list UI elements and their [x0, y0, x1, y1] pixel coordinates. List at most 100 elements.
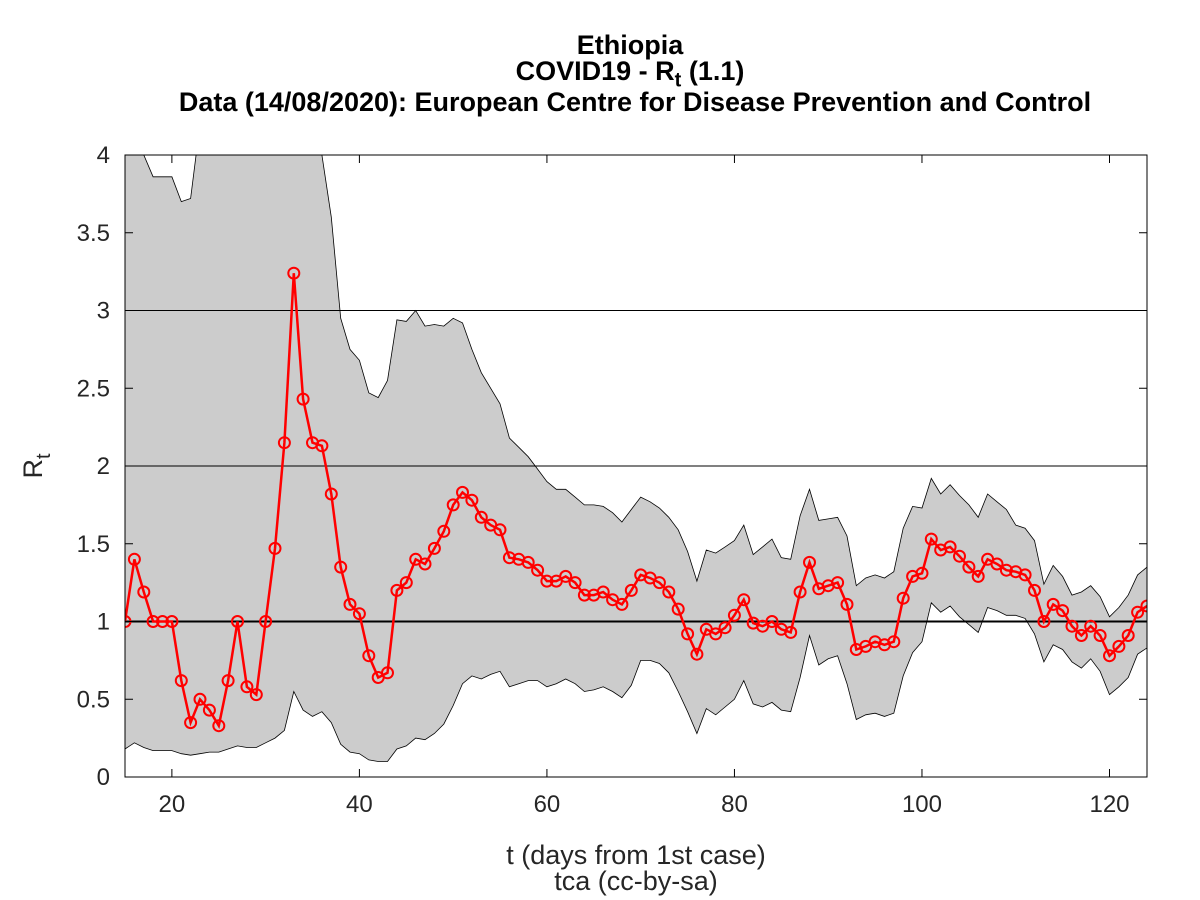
data-point — [793, 585, 807, 599]
chart-title-country: Ethiopia — [576, 30, 684, 60]
data-point — [268, 541, 282, 555]
x-tick-label: 120 — [1089, 791, 1129, 818]
data-point — [568, 576, 582, 590]
chart-title-metric-prefix: COVID19 - R — [515, 56, 675, 86]
data-point — [418, 557, 432, 571]
data-point — [156, 615, 169, 628]
x-axis-label: t (days from 1st case) — [506, 840, 766, 870]
data-point — [137, 585, 151, 599]
data-point — [831, 576, 845, 590]
data-point — [165, 615, 179, 628]
data-point — [502, 551, 516, 565]
data-point — [962, 560, 976, 574]
data-point — [521, 555, 535, 569]
data-point — [493, 523, 507, 537]
data-point — [1084, 619, 1098, 633]
data-point — [840, 597, 854, 611]
data-point — [221, 674, 235, 688]
data-point — [390, 583, 404, 597]
data-point — [765, 615, 779, 628]
data-point — [381, 666, 394, 680]
data-point — [596, 585, 610, 599]
data-point — [924, 532, 938, 546]
data-point — [231, 615, 244, 628]
data-point — [146, 615, 160, 628]
data-point — [362, 649, 376, 663]
data-point — [193, 692, 207, 706]
data-point — [127, 552, 141, 566]
data-point — [615, 597, 629, 611]
data-point — [915, 566, 929, 580]
data-point — [287, 266, 301, 280]
data-point — [1131, 605, 1145, 619]
data-point — [737, 593, 751, 607]
data-point — [1112, 639, 1126, 653]
data-point — [784, 625, 798, 639]
data-point — [277, 436, 291, 450]
y-tick-label: 3 — [97, 298, 110, 325]
y-axis-label: Rt — [18, 453, 55, 479]
data-point — [990, 557, 1004, 571]
data-point — [1103, 649, 1116, 663]
y-tick-label: 3.5 — [77, 220, 110, 247]
y-tick-label: 1.5 — [77, 531, 110, 558]
y-tick-label: 2 — [97, 453, 110, 480]
data-point — [249, 688, 263, 702]
data-point — [690, 647, 704, 661]
x-axis-label-credit: tca (cc-by-sa) — [554, 866, 718, 896]
data-point — [681, 627, 695, 641]
data-point — [174, 674, 188, 688]
data-point — [343, 597, 357, 611]
data-point — [202, 703, 216, 717]
x-tick-label: 40 — [346, 791, 373, 818]
data-point — [1056, 604, 1070, 618]
data-point — [1140, 599, 1147, 613]
y-tick-label: 0 — [97, 764, 110, 791]
data-point — [296, 392, 310, 406]
chart-title-source: Data (14/08/2020): European Centre for D… — [178, 87, 1092, 117]
axis-ticks: 20 40 60 80 100 120 0 0.5 1 1.5 2 2.5 3 3.5 4 — [77, 142, 1147, 818]
data-point — [240, 680, 254, 694]
data-point — [324, 487, 338, 501]
data-point — [999, 563, 1013, 577]
series-line — [125, 273, 1147, 730]
x-tick-label: 100 — [902, 791, 942, 818]
chart-title-metric: COVID19 - Rt (1.1) — [0, 56, 1200, 92]
data-point — [718, 621, 732, 635]
chart-title-metric-sub: t — [674, 69, 682, 92]
data-point — [943, 540, 957, 554]
data-point — [803, 555, 816, 569]
data-point — [446, 498, 460, 512]
data-point — [1074, 629, 1088, 642]
data-point — [1018, 568, 1032, 582]
data-point — [1028, 583, 1041, 597]
y-axis-label-sub: t — [33, 453, 55, 459]
data-point — [184, 716, 198, 730]
data-point — [531, 563, 545, 577]
data-point — [540, 574, 554, 588]
data-point — [427, 541, 441, 555]
confidence-band — [125, 155, 1147, 762]
data-point — [399, 576, 413, 590]
data-point — [1037, 615, 1051, 628]
data-point — [727, 608, 741, 622]
data-point — [437, 524, 451, 538]
y-tick-label: 2.5 — [77, 375, 110, 402]
data-point — [474, 510, 488, 524]
data-point — [709, 627, 723, 641]
data-point — [1046, 597, 1060, 611]
x-tick-label: 20 — [159, 791, 186, 818]
data-point — [953, 549, 966, 563]
x-tick-label: 60 — [534, 791, 561, 818]
data-point — [652, 576, 666, 590]
data-point — [212, 719, 226, 733]
data-point — [671, 602, 685, 616]
data-point — [259, 615, 273, 628]
data-point — [662, 585, 676, 599]
data-point — [465, 493, 479, 507]
chart-title-metric-suffix: (1.1) — [681, 56, 745, 86]
data-point — [334, 560, 348, 574]
y-axis-label-main: R — [18, 459, 48, 479]
data-point — [971, 569, 985, 583]
